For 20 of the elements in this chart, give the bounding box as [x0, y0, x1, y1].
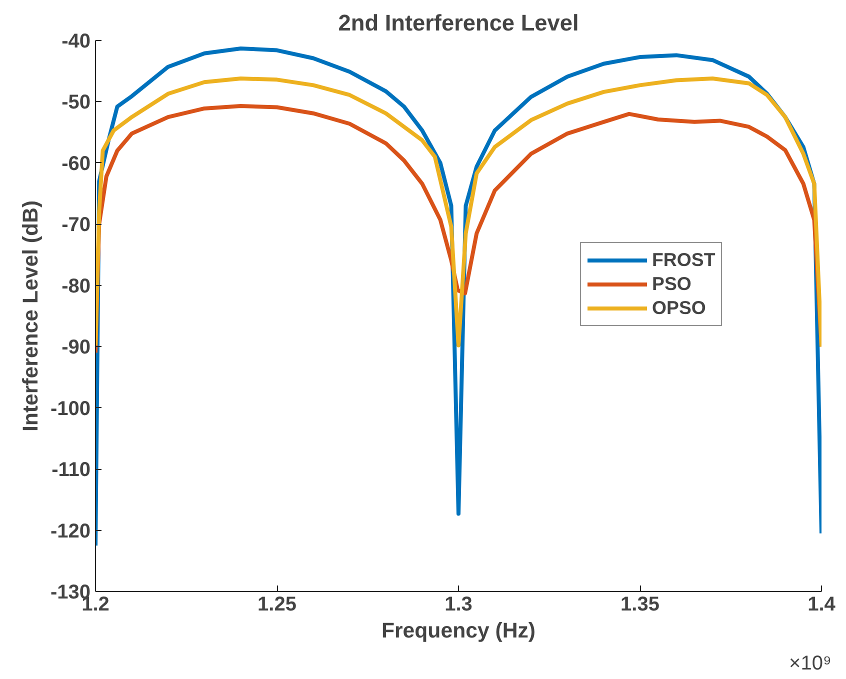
y-tick-label: -60 [62, 152, 90, 175]
text: ×10⁹ [789, 652, 832, 674]
x-tick-label: 1.35 [620, 594, 660, 616]
y-tick-label: -120 [50, 520, 90, 542]
y-tick-label: -100 [50, 398, 90, 420]
y-tick-label: -90 [62, 336, 90, 359]
x-tick-label: 1.25 [258, 594, 296, 616]
y-tick-label: -80 [62, 275, 90, 298]
x-tick-label: 1.4 [808, 594, 836, 616]
legend-label: FROST [652, 249, 716, 271]
y-tick-label: -70 [62, 214, 90, 236]
chart-title: 2nd Interference Level [338, 10, 579, 36]
y-tick-label: -50 [62, 92, 90, 114]
y-axis-title: Interference Level (dB) [18, 200, 42, 432]
y-tick-label: -40 [62, 30, 90, 52]
x-axis-title: Frequency (Hz) [381, 618, 536, 642]
legend-label: PSO [652, 273, 692, 295]
y-tick-label: -110 [52, 459, 91, 482]
legend-label: OPSO [652, 297, 706, 319]
x-tick-label: 1.3 [444, 594, 472, 616]
